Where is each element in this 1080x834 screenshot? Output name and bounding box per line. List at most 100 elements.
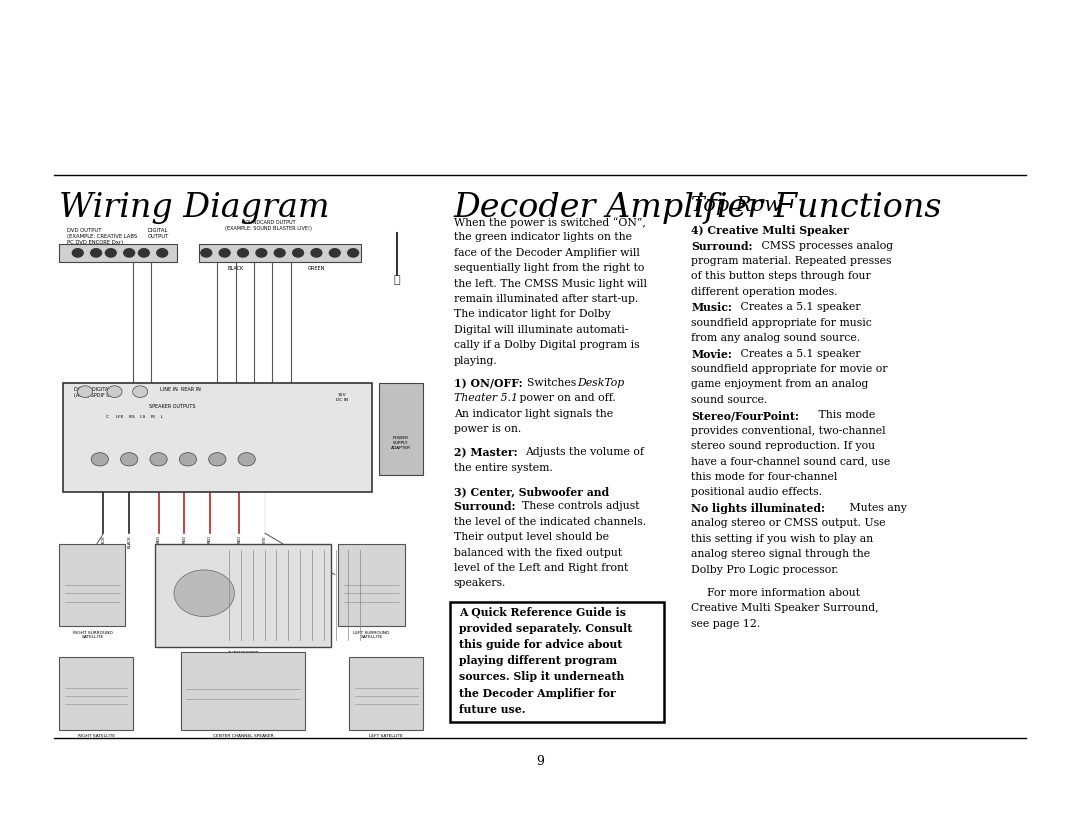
Text: 9: 9 xyxy=(536,755,544,768)
Text: remain illuminated after start-up.: remain illuminated after start-up. xyxy=(454,294,638,304)
Circle shape xyxy=(274,249,285,257)
Text: REAR  LINE
OUT   OUT: REAR LINE OUT OUT xyxy=(233,246,260,257)
Text: Creates a 5.1 speaker: Creates a 5.1 speaker xyxy=(737,302,860,312)
Text: CMSS processes analog: CMSS processes analog xyxy=(758,241,893,250)
Bar xyxy=(59,657,133,730)
Text: This mode: This mode xyxy=(815,410,876,420)
Text: BLACK: BLACK xyxy=(228,266,244,271)
Text: 3) Center, Subwoofer and: 3) Center, Subwoofer and xyxy=(454,486,609,497)
Text: RIGHT SURROUND
SATELLITE: RIGHT SURROUND SATELLITE xyxy=(72,631,112,639)
Text: game enjoyment from an analog: game enjoyment from an analog xyxy=(691,379,868,389)
Text: No lights illuminated:: No lights illuminated: xyxy=(691,503,825,514)
Text: Wiring Diagram: Wiring Diagram xyxy=(59,192,329,224)
Text: Creative Multi Speaker Surround,: Creative Multi Speaker Surround, xyxy=(691,603,879,613)
Circle shape xyxy=(293,249,303,257)
Text: An indicator light signals the: An indicator light signals the xyxy=(454,409,612,419)
Text: provided separately. Consult: provided separately. Consult xyxy=(459,623,633,634)
Text: RED: RED xyxy=(238,535,241,543)
Text: positional audio effects.: positional audio effects. xyxy=(691,487,822,497)
Circle shape xyxy=(174,570,234,616)
Bar xyxy=(199,244,361,262)
Circle shape xyxy=(138,249,149,257)
Text: Surround:: Surround: xyxy=(691,241,753,252)
Text: 15V
DC IN: 15V DC IN xyxy=(336,394,348,402)
Circle shape xyxy=(157,249,167,257)
Text: sources. Slip it underneath: sources. Slip it underneath xyxy=(459,671,624,682)
Text: C     LFE    RS    LS    RI    L: C LFE RS LS RI L xyxy=(106,415,163,419)
Text: of this button steps through four: of this button steps through four xyxy=(691,272,870,281)
Text: For more information about: For more information about xyxy=(707,588,861,598)
Text: RED: RED xyxy=(157,535,161,543)
Text: program material. Repeated presses: program material. Repeated presses xyxy=(691,256,892,266)
Text: Dolby Pro Logic processor.: Dolby Pro Logic processor. xyxy=(691,565,839,575)
Text: power is on.: power is on. xyxy=(454,425,521,434)
Text: A Quick Reference Guide is: A Quick Reference Guide is xyxy=(459,606,626,618)
Text: WHITE: WHITE xyxy=(264,535,267,548)
Text: BLACK: BLACK xyxy=(215,385,219,399)
Circle shape xyxy=(219,249,230,257)
Text: playing.: playing. xyxy=(454,355,498,365)
Circle shape xyxy=(78,386,93,398)
Text: LEFT SURROUND
SATELLITE: LEFT SURROUND SATELLITE xyxy=(353,631,390,639)
Circle shape xyxy=(107,386,122,398)
Circle shape xyxy=(311,249,322,257)
Text: the green indicator lights on the: the green indicator lights on the xyxy=(454,233,632,242)
Text: BLACK: BLACK xyxy=(149,385,153,399)
Text: analog stereo or CMSS output. Use: analog stereo or CMSS output. Use xyxy=(691,518,886,528)
Text: cally if a Dolby Digital program is: cally if a Dolby Digital program is xyxy=(454,340,639,350)
Text: different operation modes.: different operation modes. xyxy=(691,287,838,297)
Text: CENTER CHANNEL SPEAKER: CENTER CHANNEL SPEAKER xyxy=(213,734,273,738)
Text: DOLBY DIGITAL
(AC-3) SPDIF IN: DOLBY DIGITAL (AC-3) SPDIF IN xyxy=(73,388,111,399)
Text: from any analog sound source.: from any analog sound source. xyxy=(691,334,861,343)
Bar xyxy=(450,601,664,722)
Circle shape xyxy=(121,453,138,466)
Text: BLACK: BLACK xyxy=(102,535,106,548)
Text: GREEN: GREEN xyxy=(131,385,135,399)
Text: Digital will illuminate automati-: Digital will illuminate automati- xyxy=(454,324,627,334)
Text: Switches: Switches xyxy=(527,378,580,388)
Bar xyxy=(180,652,306,730)
Text: DeskTop: DeskTop xyxy=(577,378,624,388)
Bar xyxy=(338,544,405,626)
Text: POWER
SUPPLY
ADAPTER: POWER SUPPLY ADAPTER xyxy=(391,436,411,450)
Text: These controls adjust: These controls adjust xyxy=(522,501,639,511)
Bar xyxy=(63,384,372,492)
Text: ⏚: ⏚ xyxy=(394,274,401,284)
Text: the left. The CMSS Music light will: the left. The CMSS Music light will xyxy=(454,279,647,289)
Text: this guide for advice about: this guide for advice about xyxy=(459,639,622,650)
Text: RED: RED xyxy=(208,535,212,543)
Text: DIGITAL
OUTPUT: DIGITAL OUTPUT xyxy=(148,229,168,239)
Circle shape xyxy=(329,249,340,257)
Text: Their output level should be: Their output level should be xyxy=(454,532,609,542)
Bar xyxy=(379,384,423,475)
Circle shape xyxy=(133,386,148,398)
Text: Stereo/FourPoint:: Stereo/FourPoint: xyxy=(691,410,799,421)
Text: level of the Left and Right front: level of the Left and Right front xyxy=(454,563,627,573)
Circle shape xyxy=(238,249,248,257)
Text: Adjusts the volume of: Adjusts the volume of xyxy=(525,447,644,457)
Text: balanced with the fixed output: balanced with the fixed output xyxy=(454,548,622,557)
Text: Movie:: Movie: xyxy=(691,349,732,359)
Text: this mode for four-channel: this mode for four-channel xyxy=(691,472,838,482)
Text: SOUNDCARD OUTPUT
(EXAMPLE: SOUND BLASTER LIVE!): SOUNDCARD OUTPUT (EXAMPLE: SOUND BLASTER… xyxy=(226,220,312,231)
Circle shape xyxy=(348,249,359,257)
Text: soundfield appropriate for music: soundfield appropriate for music xyxy=(691,318,872,328)
Text: RIGHT SATELLITE: RIGHT SATELLITE xyxy=(78,734,114,738)
Bar xyxy=(154,544,332,647)
Text: future use.: future use. xyxy=(459,704,526,715)
Circle shape xyxy=(208,453,226,466)
Circle shape xyxy=(91,453,108,466)
Bar xyxy=(350,657,423,730)
Text: LINE IN  REAR IN: LINE IN REAR IN xyxy=(160,388,201,393)
Text: the level of the indicated channels.: the level of the indicated channels. xyxy=(454,517,646,526)
Circle shape xyxy=(201,249,212,257)
Text: When the power is switched “ON”,: When the power is switched “ON”, xyxy=(454,217,646,228)
Text: face of the Decoder Amplifier will: face of the Decoder Amplifier will xyxy=(454,248,639,258)
Text: SPEAKER OUTPUTS: SPEAKER OUTPUTS xyxy=(149,404,195,409)
Text: power on and off.: power on and off. xyxy=(516,394,616,403)
Circle shape xyxy=(150,453,167,466)
Circle shape xyxy=(72,249,83,257)
Text: provides conventional, two-channel: provides conventional, two-channel xyxy=(691,425,886,435)
Text: soundfield appropriate for movie or: soundfield appropriate for movie or xyxy=(691,364,888,374)
Text: Decoder Amplifier Functions: Decoder Amplifier Functions xyxy=(454,192,942,224)
